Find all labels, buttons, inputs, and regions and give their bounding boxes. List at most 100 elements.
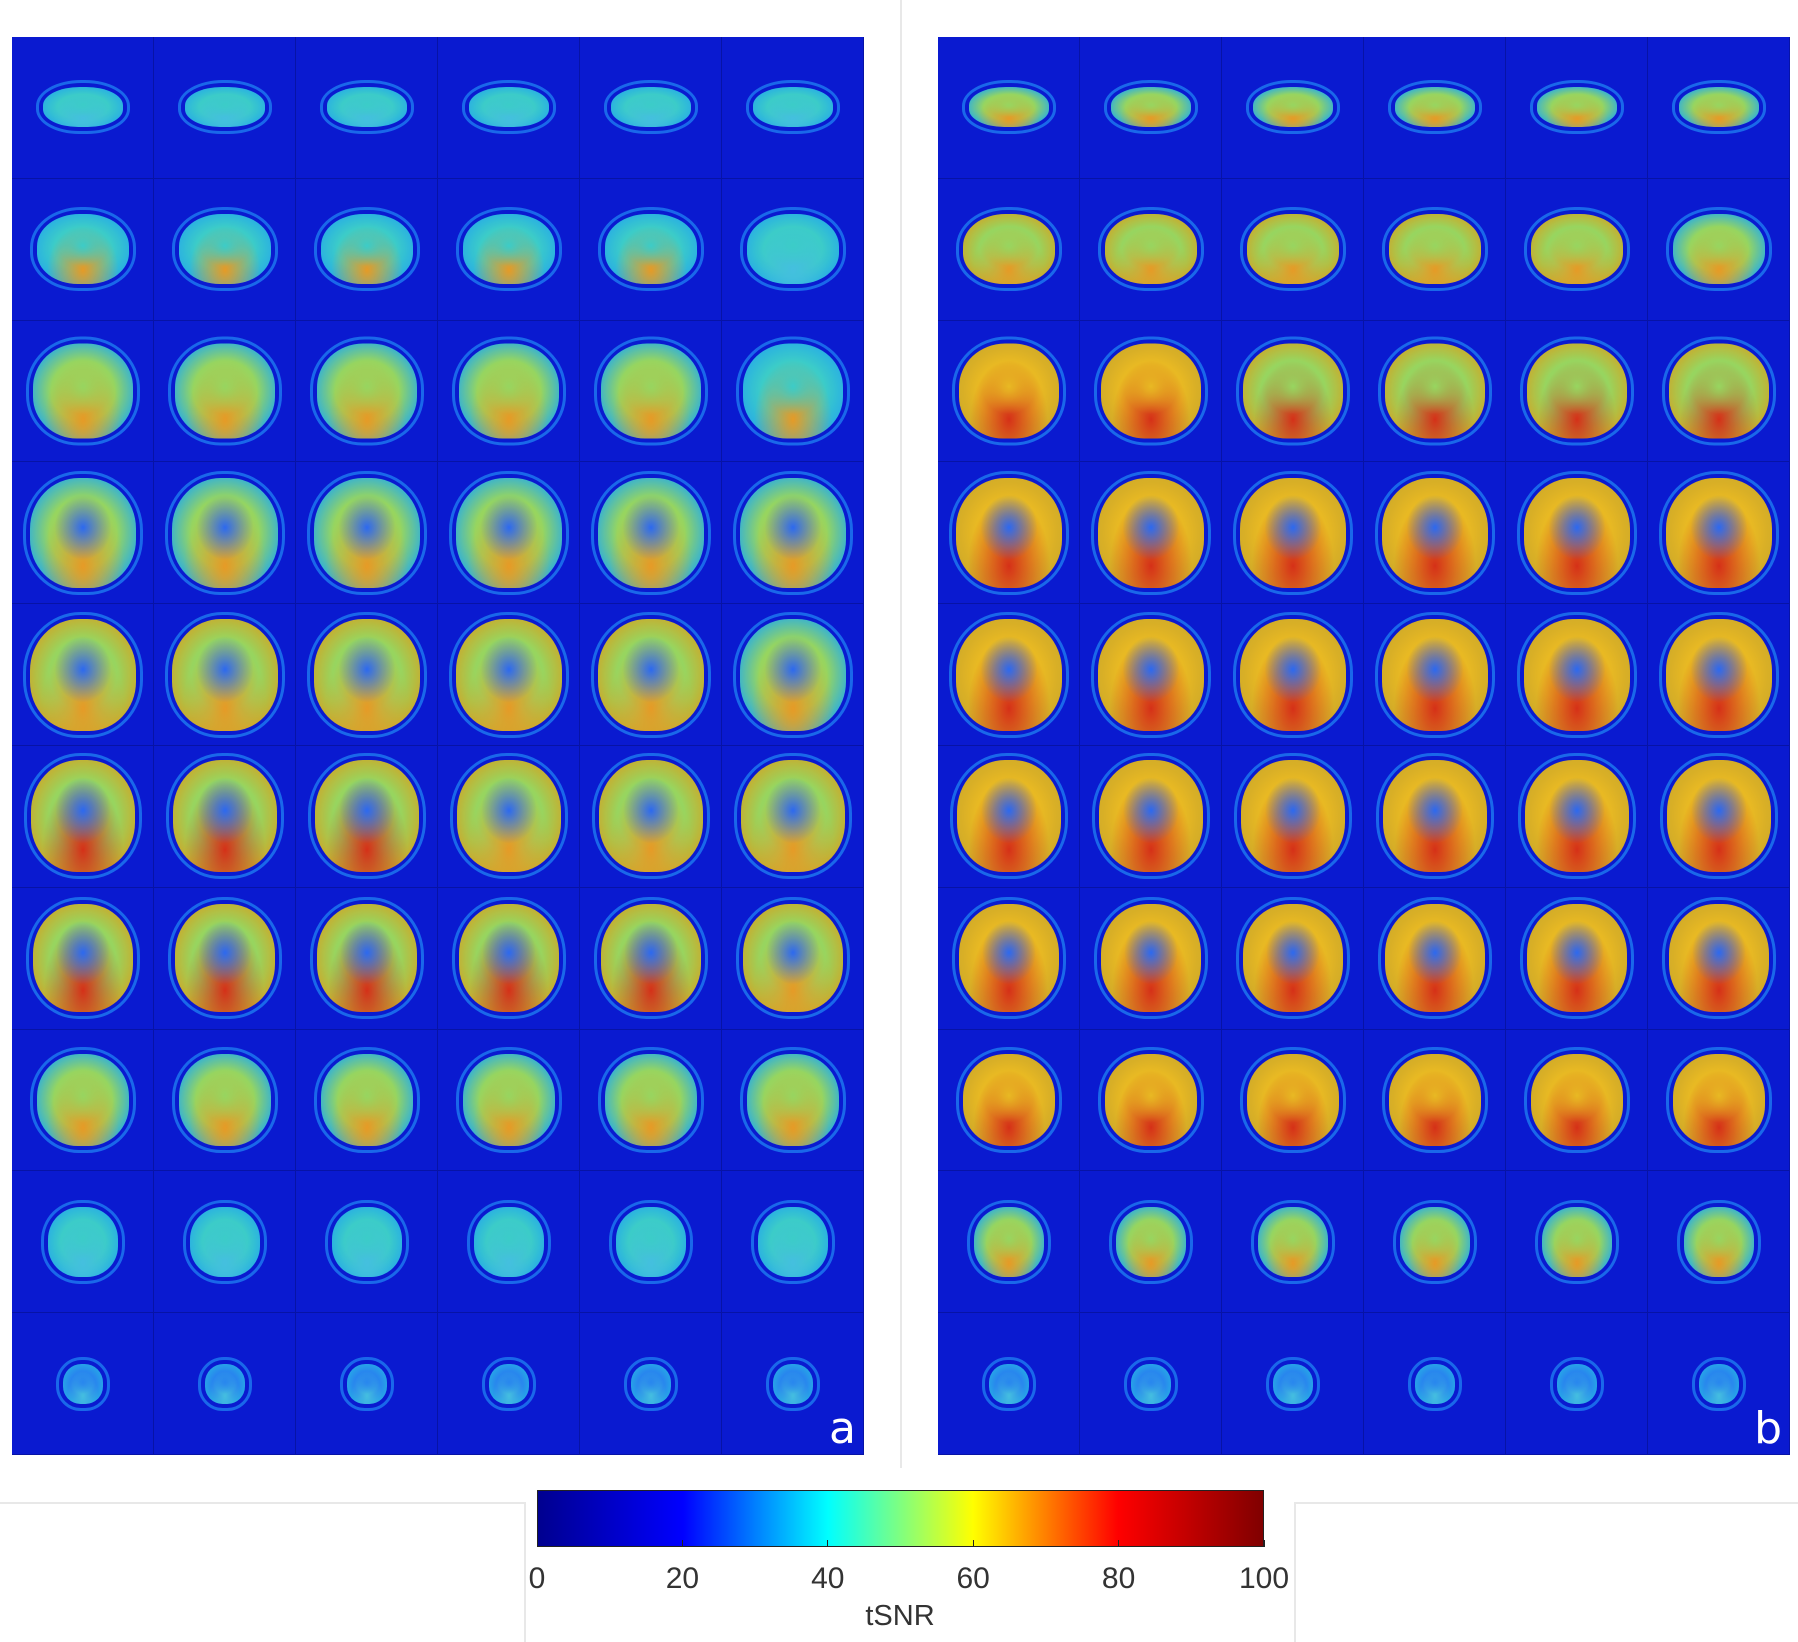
colorbar-tick-label: 20 — [665, 1562, 700, 1595]
brain-slice — [580, 320, 722, 463]
brain-slice — [1364, 462, 1506, 605]
colorbar-tick — [1118, 1540, 1120, 1547]
brain-slice — [722, 1171, 864, 1314]
colorbar-tick-label: 40 — [811, 1562, 845, 1595]
brain-slice — [1364, 37, 1506, 179]
colorbar-tick-label: 0 — [528, 1562, 546, 1595]
brain-slice — [12, 746, 154, 888]
brain-slice — [1648, 1171, 1790, 1314]
brain-slice — [438, 604, 580, 746]
brain-slice — [1648, 887, 1790, 1030]
brain-slice — [1222, 462, 1364, 605]
brain-slice — [1222, 320, 1364, 463]
brain-slice — [722, 887, 864, 1030]
brain-slice — [296, 1313, 438, 1455]
brain-slice — [296, 178, 438, 321]
brain-slice — [1506, 1029, 1648, 1172]
brain-slice — [580, 746, 722, 888]
brain-slice — [722, 462, 864, 605]
brain-slice — [1222, 1171, 1364, 1314]
brain-slice — [296, 37, 438, 179]
brain-slice — [580, 604, 722, 746]
brain-slice — [938, 178, 1080, 321]
brain-slice — [1648, 37, 1790, 179]
brain-slice — [1080, 746, 1222, 888]
brain-slice — [938, 320, 1080, 463]
brain-slice — [296, 887, 438, 1030]
brain-slice — [296, 1029, 438, 1172]
brain-slice — [438, 1029, 580, 1172]
brain-slice — [438, 178, 580, 321]
brain-slice — [438, 1171, 580, 1314]
brain-slice — [438, 37, 580, 179]
brain-slice — [1506, 604, 1648, 746]
brain-slice — [154, 320, 296, 463]
brain-slice — [722, 604, 864, 746]
colorbar-tick — [1263, 1540, 1265, 1547]
brain-slice — [296, 462, 438, 605]
brain-slice — [1222, 746, 1364, 888]
brain-slice — [580, 1313, 722, 1455]
brain-slice — [938, 887, 1080, 1030]
brain-slice — [438, 1313, 580, 1455]
brain-slice — [1222, 37, 1364, 179]
horizontal-divider-left — [0, 1502, 526, 1504]
brain-slice — [1080, 320, 1222, 463]
divider-colorbar-left — [524, 1502, 526, 1642]
brain-slice — [438, 462, 580, 605]
brain-slice — [154, 604, 296, 746]
brain-slice — [1364, 1313, 1506, 1455]
brain-slice — [1648, 462, 1790, 605]
colorbar-tick — [681, 1540, 683, 1547]
panel-label-a: a — [829, 1403, 856, 1454]
colorbar-tick-label: 60 — [956, 1562, 990, 1595]
brain-slice — [722, 178, 864, 321]
vertical-divider — [900, 0, 902, 1468]
brain-slice — [1222, 604, 1364, 746]
brain-slice — [1364, 1029, 1506, 1172]
brain-slice — [12, 604, 154, 746]
brain-slice — [1222, 178, 1364, 321]
brain-slice — [722, 1029, 864, 1172]
brain-slice — [938, 746, 1080, 888]
brain-slice — [1506, 320, 1648, 463]
brain-slice — [154, 746, 296, 888]
colorbar — [537, 1490, 1264, 1547]
brain-slice — [1080, 1029, 1222, 1172]
brain-slice — [438, 887, 580, 1030]
slice-grid-b — [938, 37, 1790, 1455]
brain-slice — [1364, 746, 1506, 888]
brain-slice — [580, 462, 722, 605]
brain-slice — [938, 37, 1080, 179]
brain-slice — [12, 462, 154, 605]
brain-slice — [154, 887, 296, 1030]
brain-slice — [722, 1313, 864, 1455]
brain-slice — [1080, 37, 1222, 179]
brain-slice — [1648, 746, 1790, 888]
brain-slice — [938, 1171, 1080, 1314]
brain-slice — [12, 178, 154, 321]
colorbar-tick — [536, 1540, 538, 1547]
brain-slice — [154, 462, 296, 605]
brain-slice — [1648, 604, 1790, 746]
brain-slice — [722, 37, 864, 179]
brain-slice — [1080, 604, 1222, 746]
panel-label-b: b — [1754, 1403, 1782, 1454]
brain-slice — [1080, 178, 1222, 321]
brain-slice — [12, 887, 154, 1030]
brain-slice — [580, 1171, 722, 1314]
brain-slice — [1222, 887, 1364, 1030]
brain-slice — [938, 1313, 1080, 1455]
brain-slice — [154, 1313, 296, 1455]
brain-slice — [154, 178, 296, 321]
colorbar-tick-label: 80 — [1101, 1562, 1136, 1595]
brain-slice — [296, 604, 438, 746]
brain-slice — [1506, 178, 1648, 321]
brain-slice — [938, 604, 1080, 746]
colorbar-tick — [827, 1540, 829, 1547]
brain-slice — [722, 746, 864, 888]
brain-slice — [1222, 1029, 1364, 1172]
brain-slice — [438, 320, 580, 463]
horizontal-divider-right — [1294, 1502, 1798, 1504]
brain-slice — [1648, 1313, 1790, 1455]
